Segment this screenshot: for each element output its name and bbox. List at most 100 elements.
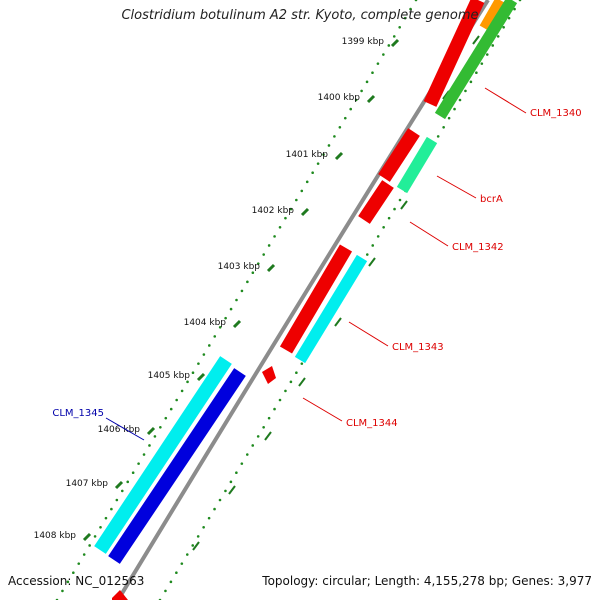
kbp-tick-mark (232, 319, 242, 329)
guide-tick-mark (298, 377, 306, 387)
guide-dot (295, 371, 298, 375)
tick-dot (175, 398, 178, 402)
guide-dot (164, 589, 167, 593)
tick-dot (273, 235, 276, 238)
guide-dot (213, 507, 216, 511)
tick-dot (202, 353, 206, 356)
guide-tick-mark (334, 317, 342, 327)
guide-tick-mark (400, 200, 408, 210)
tick-dot (169, 407, 173, 411)
guide-dot (218, 498, 222, 502)
kbp-tick-label: 1399 kbp (342, 37, 385, 47)
guide-dot (175, 571, 178, 575)
tick-dot (208, 344, 211, 347)
gene-label: CLM_1342 (452, 242, 504, 253)
guide-dot (365, 253, 369, 256)
guide-dot (496, 35, 500, 38)
gene-bar (108, 368, 246, 564)
tick-dot (360, 89, 363, 93)
genes-label: Genes: (511, 574, 554, 588)
guide-dot (371, 244, 375, 247)
kbp-tick-label: 1407 kbp (66, 479, 109, 489)
tick-dot (343, 116, 347, 120)
tick-dot (159, 425, 162, 429)
tick-dot (256, 262, 260, 265)
kbp-tick-label: 1406 kbp (98, 425, 141, 435)
guide-dot (393, 207, 396, 211)
guide-dot (185, 553, 189, 556)
genome-title: Clostridium botulinum A2 str. Kyoto, com… (121, 8, 479, 23)
tick-dot (224, 316, 227, 320)
tick-dot (186, 380, 189, 384)
gene-bar (423, 0, 485, 107)
tick-dot (110, 507, 113, 511)
tick-dot (382, 53, 385, 56)
tick-dot (371, 71, 374, 75)
guide-dot (436, 135, 440, 138)
tick-dot (376, 62, 380, 65)
tick-dot (305, 180, 309, 184)
guide-dot (245, 453, 249, 456)
guide-dot (273, 407, 276, 411)
gene-bar (434, 0, 518, 120)
tick-dot (311, 171, 314, 175)
kbp-tick-mark (146, 426, 156, 436)
guide-dot (382, 225, 385, 229)
kbp-tick-mark (82, 532, 92, 542)
guide-tick-mark (472, 35, 480, 45)
tick-dot (153, 435, 157, 438)
guide-dot (262, 425, 265, 429)
guide-dot (235, 471, 238, 475)
tick-dot (289, 207, 293, 211)
gene-leader-line (105, 417, 145, 441)
guide-tick-mark (264, 431, 272, 441)
gene-bar (262, 366, 276, 384)
tick-dot (267, 244, 271, 247)
tick-dot (414, 0, 418, 2)
tick-dot (316, 162, 320, 165)
tick-dot (213, 335, 217, 338)
gene-bar (279, 244, 353, 354)
kbp-tick-mark (366, 94, 376, 104)
kbp-tick-label: 1408 kbp (34, 531, 77, 541)
tick-dot (66, 580, 70, 584)
tick-dot (262, 253, 265, 256)
kbp-tick-mark (196, 372, 206, 382)
gene-bar (396, 136, 438, 194)
tick-dot (403, 16, 407, 20)
guide-dot (491, 44, 495, 47)
guide-dot (180, 562, 184, 565)
kbp-tick-label: 1405 kbp (148, 371, 191, 381)
topology-label: Topology: (262, 574, 319, 588)
guide-dot (224, 489, 227, 493)
tick-dot (322, 153, 325, 156)
kbp-tick-mark (300, 207, 310, 217)
kbp-tick-label: 1404 kbp (184, 318, 227, 328)
guide-dot (376, 235, 380, 238)
guide-dot (507, 16, 511, 20)
tick-dot (398, 25, 401, 29)
guide-dot (229, 480, 233, 484)
guide-dot (207, 516, 211, 520)
tick-dot (142, 453, 146, 456)
length-value: 4,155,278 bp (423, 574, 504, 588)
guide-dot (475, 71, 478, 75)
guide-tick-mark (192, 541, 200, 551)
tick-dot (365, 80, 369, 84)
kbp-tick-label: 1401 kbp (286, 150, 329, 160)
tick-dot (137, 462, 140, 465)
accession-label: Accession: (8, 574, 72, 588)
tick-dot (72, 571, 75, 575)
tick-dot (229, 307, 233, 311)
tick-dot (295, 198, 298, 202)
gene-leader-line (409, 221, 449, 247)
tick-dot (88, 544, 91, 547)
topology-value: circular (322, 574, 367, 588)
guide-dot (458, 98, 462, 102)
tick-dot (349, 107, 353, 111)
kbp-tick-mark (266, 263, 276, 273)
guide-dot (453, 107, 456, 111)
guide-dot (387, 216, 391, 220)
